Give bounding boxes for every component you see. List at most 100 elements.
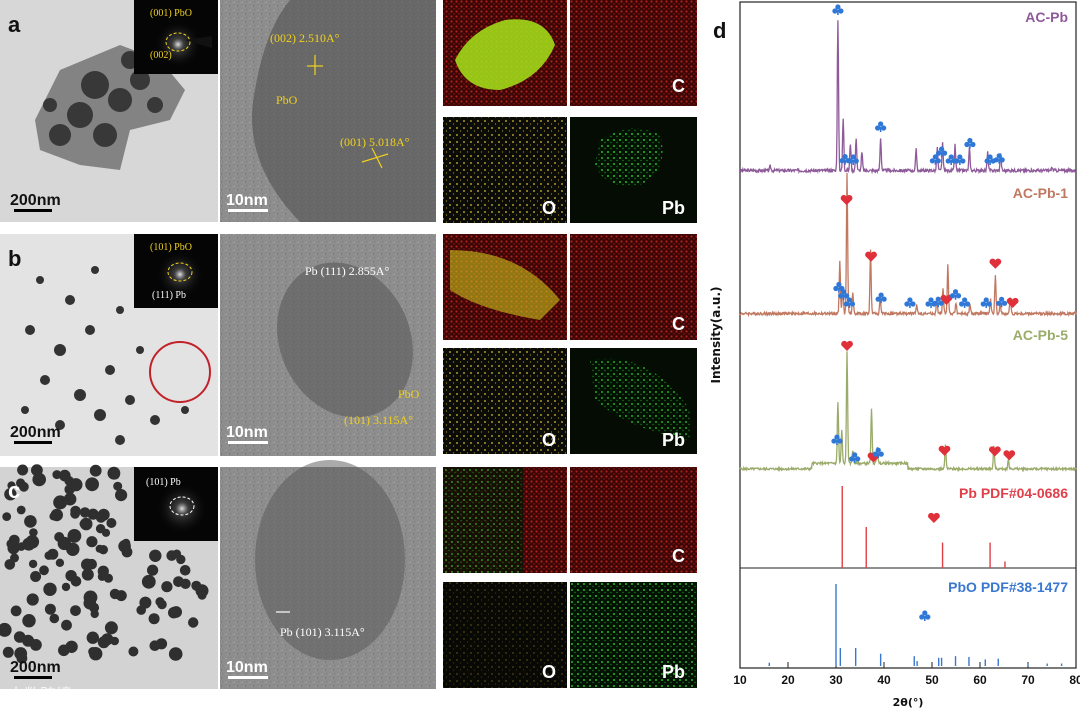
xrd-pattern-line — [739, 351, 1077, 473]
nanoparticle — [61, 582, 71, 592]
nanoparticle — [89, 647, 103, 661]
eds-label-o-b: O — [542, 430, 556, 450]
pbo-peak-marker — [954, 154, 966, 165]
pbo-peak-marker — [996, 296, 1008, 308]
nanoparticle — [95, 512, 107, 523]
nanoparticle — [2, 646, 14, 658]
nanoparticle — [197, 590, 207, 600]
series-label: AC-Pb-5 — [1013, 327, 1068, 343]
nanoparticle — [6, 539, 16, 549]
nanoparticle — [121, 546, 133, 558]
pb-peak-marker — [865, 251, 877, 262]
pbo-peak-marker — [959, 297, 971, 308]
pbo-peak-marker — [872, 447, 884, 459]
hrtem-annotation-b-1: Pb (111) 2.855A° — [305, 264, 389, 278]
x-tick-label: 50 — [925, 673, 939, 687]
pbo-peak-marker — [929, 154, 941, 165]
nanoparticle — [141, 574, 156, 589]
x-tick-label: 60 — [973, 673, 987, 687]
nanoparticle — [64, 484, 75, 495]
nanoparticle — [39, 565, 49, 576]
eds-oxygen-a — [443, 117, 567, 223]
hrtem-annotation-b-3: (101) 3.115A° — [344, 413, 413, 427]
xrd-pattern-line — [739, 20, 1077, 175]
saed-label-b-2: (111) Pb — [152, 290, 186, 301]
pb-peak-marker — [988, 446, 1001, 457]
nanoparticle — [4, 559, 16, 570]
eds-label-c-c: C — [672, 546, 685, 566]
x-tick-label: 40 — [877, 673, 891, 687]
nanoparticle — [30, 639, 42, 651]
nanoparticle — [32, 472, 46, 487]
nanoparticle — [85, 477, 99, 492]
nanoparticle — [14, 647, 28, 660]
nanoparticle — [16, 505, 26, 515]
nanoparticle — [63, 492, 77, 506]
series-ac-pb: AC-Pb — [739, 4, 1077, 175]
nanoparticle — [101, 633, 114, 646]
chart-frame — [739, 1, 1077, 669]
scale-bar-label-a: 200nm — [10, 192, 61, 209]
watermark: 大数跨境 — [8, 685, 72, 704]
nanoparticle — [58, 644, 70, 657]
nanoparticle — [115, 590, 127, 602]
pbo-peak-marker — [849, 452, 861, 463]
eds-carbon-c — [570, 467, 697, 573]
nanoparticle — [30, 571, 42, 582]
hrtem-scale-label-a: 10nm — [226, 192, 268, 209]
pbo-peak-marker — [875, 121, 887, 132]
nanoparticle — [44, 551, 54, 560]
nanoparticle — [22, 614, 36, 628]
pb-peak-marker — [989, 258, 1002, 269]
nanoparticle-field-c — [0, 464, 209, 664]
x-tick-label: 70 — [1021, 673, 1035, 687]
eds-carbon-a — [570, 0, 697, 106]
nanoparticle — [121, 538, 131, 548]
pbo-peak-marker — [847, 154, 859, 165]
row-b: (101) PbO (111) Pb b 200nm Pb (111) 2.85… — [0, 234, 697, 456]
nanoparticle — [70, 605, 81, 616]
nanoparticle — [25, 535, 40, 549]
pbo-peak-marker — [833, 281, 845, 293]
nanoparticle — [61, 619, 72, 631]
saed-label-b-1: (101) PbO — [150, 242, 192, 253]
nanoparticle — [149, 549, 162, 562]
nanoparticle — [83, 596, 97, 610]
x-tick-label: 30 — [829, 673, 843, 687]
hrtem-scale-label-c: 10nm — [226, 659, 268, 676]
eds-label-pb-c: Pb — [662, 662, 685, 682]
x-tick-label: 10 — [733, 673, 747, 687]
hrtem-annotation-a-3: (001) 5.018A° — [340, 135, 410, 149]
pb-peak-marker — [1006, 297, 1019, 308]
nanoparticle — [106, 518, 117, 528]
hrtem-annotation-c-1: Pb (101) 3.115A° — [280, 625, 365, 639]
nanoparticle — [0, 622, 12, 637]
nanoparticle — [172, 549, 182, 559]
eds-lead-c — [570, 582, 697, 688]
panel-letter-b: b — [8, 246, 21, 271]
hrtem-annotation-a-1: (002) 2.510A° — [270, 31, 340, 45]
nanoparticle — [53, 495, 68, 510]
pbo-peak-marker — [904, 297, 916, 308]
series-pb-pdf-04-0686: Pb PDF#04-0686 — [841, 485, 1068, 568]
series-ac-pb-5: AC-Pb-5 — [739, 327, 1077, 473]
eds-label-c-a: C — [672, 76, 685, 96]
y-axis-label: Intensity(a.u.) — [709, 287, 723, 384]
nanoparticle — [147, 564, 159, 576]
pbo-peak-marker — [832, 4, 844, 15]
pbo-peak-marker — [964, 137, 976, 149]
xrd-pattern-line — [739, 172, 1077, 318]
panel-letter-d: d — [713, 18, 726, 43]
nanoparticle — [128, 646, 139, 657]
nanoparticle — [180, 578, 191, 589]
nanoparticle — [49, 512, 58, 521]
pbo-peak-marker — [875, 292, 887, 304]
pb-peak-marker — [840, 195, 853, 206]
pb-peak-marker — [841, 340, 853, 351]
nanoparticle — [19, 481, 29, 492]
nanoparticle — [107, 466, 121, 480]
x-axis-label: 2θ(°) — [893, 696, 924, 709]
nanoparticle — [168, 647, 183, 661]
nanoparticle — [24, 515, 37, 528]
